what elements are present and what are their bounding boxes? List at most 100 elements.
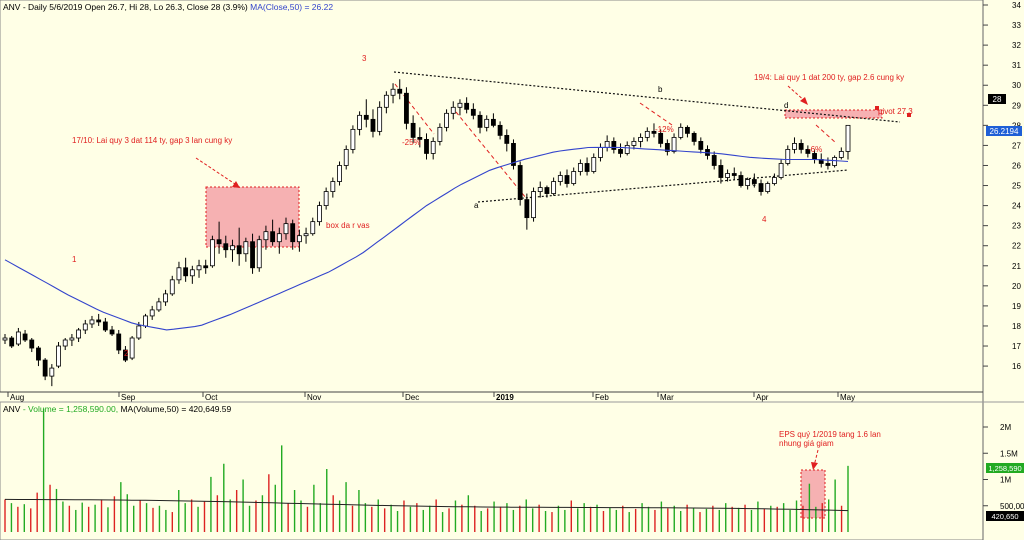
candle-body: [410, 122, 416, 138]
candle-body: [470, 108, 476, 116]
date-tick-label: 2019: [496, 393, 514, 402]
candle-body: [49, 367, 55, 377]
candle-body: [163, 293, 168, 303]
candle-body: [56, 345, 61, 367]
price-tick-label: 25: [1012, 182, 1021, 191]
date-tick-label: Oct: [205, 393, 218, 402]
price-tick-label: 19: [1012, 302, 1021, 311]
candle-body: [651, 130, 657, 134]
candle-body: [216, 239, 222, 245]
candle-body: [116, 333, 122, 351]
candle-body: [664, 143, 670, 152]
price-tick-label: 34: [1012, 1, 1021, 10]
volume-tick-label: 500,000: [1000, 502, 1024, 511]
price-tick-label: 22: [1012, 242, 1021, 251]
candle-body: [845, 124, 851, 152]
candle-body: [537, 187, 543, 192]
eps-arrowhead-icon: [811, 462, 818, 470]
candle-body: [464, 102, 470, 110]
oct-note-arrow: [195, 157, 239, 187]
point-label-b: b: [658, 85, 663, 94]
drop-line-4: [815, 124, 837, 144]
candle-body: [89, 319, 95, 325]
candle-body: [383, 94, 389, 108]
candle-body: [96, 319, 102, 323]
candle-body: [812, 153, 817, 160]
candle-body: [450, 106, 456, 114]
price-candles: [2, 79, 851, 387]
volume-ma-badge-text: 420,650: [991, 512, 1018, 521]
candle-body: [343, 149, 349, 166]
candle-body: [551, 181, 557, 194]
candle-body: [2, 337, 8, 341]
price-axis-area: [983, 0, 1024, 540]
point-label-c: c: [752, 179, 756, 188]
point-label-a: a: [474, 201, 479, 210]
candle-body: [751, 179, 757, 184]
candle-body: [123, 349, 128, 361]
candle-body: [778, 163, 784, 178]
upper-trendline: [393, 71, 901, 123]
candle-body: [531, 191, 536, 219]
candle-body: [430, 141, 436, 154]
candle-body: [317, 205, 322, 223]
candle-body: [290, 223, 296, 243]
price-tick-label: 30: [1012, 81, 1021, 90]
lower-trendline: [477, 169, 849, 203]
volume-ma-badge: 420,650: [986, 511, 1024, 521]
price-panel: [0, 0, 984, 393]
volume-ma50-line: [4, 498, 849, 512]
volume-highlight-box: [800, 469, 826, 519]
volume-bars: [4, 408, 849, 532]
drop-line-2: [455, 111, 527, 199]
last-price-badge: 28: [988, 94, 1006, 104]
candle-body: [250, 241, 255, 269]
candle-body: [82, 323, 88, 331]
wave-label-3: 3: [362, 54, 367, 63]
candle-body: [283, 223, 289, 235]
volume-axis: 500,000 1M 1.5M 2M: [983, 423, 1024, 511]
candle-body: [504, 134, 510, 144]
price-tick-label: 29: [1012, 101, 1021, 110]
candle-body: [370, 118, 376, 132]
candle-body: [156, 301, 162, 311]
candle-body: [76, 329, 82, 339]
volume-tick-label: 1.5M: [1000, 449, 1018, 458]
candle-body: [223, 243, 229, 251]
price-tick-label: 23: [1012, 222, 1021, 231]
candle-body: [477, 114, 483, 128]
price-tick-label: 31: [1012, 61, 1021, 70]
date-tick-label: Apr: [756, 393, 769, 402]
candle-body: [571, 171, 577, 184]
wave-label-1: 1: [72, 255, 77, 264]
pivot-label: pivot 27.3: [878, 107, 913, 116]
ma-badge-text: 26.2194: [990, 127, 1019, 136]
candle-body: [330, 181, 336, 192]
price-tick-label: 21: [1012, 262, 1021, 271]
candle-body: [404, 92, 409, 124]
candle-body: [577, 163, 583, 172]
pct-label-6: -6%: [808, 145, 822, 154]
candle-body: [276, 233, 282, 243]
candle-body: [718, 165, 724, 178]
candle-body: [256, 239, 262, 269]
candle-body: [685, 126, 690, 134]
apr-note: 19/4: Lai quy 1 dat 200 ty, gap 2.6 cung…: [754, 73, 904, 82]
candle-body: [725, 173, 730, 178]
price-axis: 16 17 18 19 20 21 22 23 24 25 26 27 28 29 30 31 32 33 34: [983, 1, 1021, 371]
candle-body: [511, 143, 516, 166]
candle-body: [524, 199, 530, 219]
volume-header: ANV - Volume = 1,258,590.00, MA(Volume,5…: [3, 404, 232, 414]
oct-arrowhead-icon: [232, 181, 240, 188]
price-header: ANV - Daily 5/6/2019 Open 26.7, Hi 28, L…: [3, 2, 333, 12]
volume-badge-text: 1,258,590: [988, 464, 1021, 473]
candle-body: [203, 265, 209, 269]
candle-body: [638, 136, 644, 142]
candle-body: [69, 337, 75, 341]
pivot-marker-icon: [875, 106, 879, 110]
point-label-d: d: [784, 101, 788, 110]
candle-body: [303, 233, 309, 237]
candle-body: [42, 359, 48, 377]
